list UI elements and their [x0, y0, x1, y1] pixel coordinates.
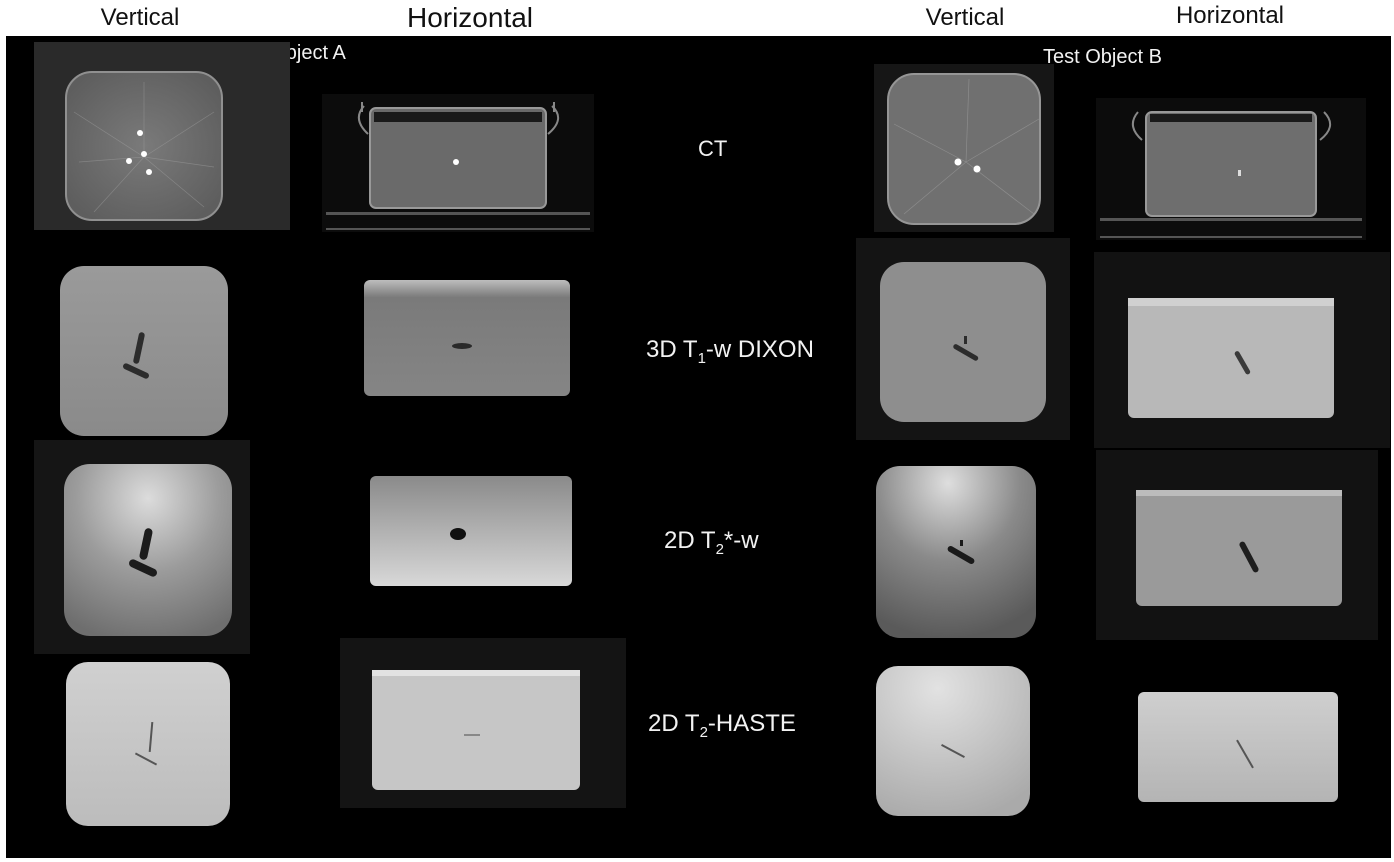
haste-a-horizontal-image	[340, 638, 626, 808]
modality-t2star-label: 2D T2*-w	[664, 527, 759, 558]
header-b-horizontal-text: Horizontal	[1175, 2, 1285, 29]
haste-b-vertical-image	[874, 664, 1032, 818]
t2star-b-vertical-image	[872, 464, 1040, 640]
test-object-b-label: Test Object B	[1043, 46, 1162, 68]
t2star-a-vertical-image	[34, 440, 250, 654]
t1-subscript: 1	[697, 349, 706, 367]
t2star-a-horizontal-image	[366, 472, 576, 590]
t1-suffix: -w DIXON	[705, 336, 814, 363]
haste-a-vertical-image	[64, 660, 232, 828]
ct-b-horizontal-image	[1096, 98, 1366, 240]
t2star-prefix: 2D T	[664, 527, 716, 554]
modality-ct-label: CT	[698, 136, 728, 161]
t2star-b-horizontal-image	[1096, 450, 1378, 640]
ct-a-vertical-image	[34, 42, 290, 230]
header-b-horizontal: Horizontal	[1140, 0, 1320, 34]
haste-prefix: 2D T	[648, 710, 700, 737]
t1-b-horizontal-image	[1094, 252, 1390, 448]
t1-b-vertical-image	[856, 238, 1070, 440]
haste-suffix: -HASTE	[707, 710, 796, 737]
header-a-vertical-text: Vertical	[100, 4, 180, 31]
haste-b-horizontal-image	[1136, 690, 1340, 804]
t1-a-horizontal-image	[362, 274, 572, 398]
haste-subscript: 2	[699, 723, 708, 741]
header-a-horizontal-text: Horizontal	[406, 2, 534, 33]
header-a-horizontal: Horizontal	[370, 0, 570, 36]
header-b-vertical: Vertical	[885, 0, 1045, 36]
t2star-suffix: *-w	[723, 527, 759, 554]
t1-a-vertical-image	[58, 264, 230, 438]
t1-prefix: 3D T	[646, 336, 698, 363]
modality-t1-label: 3D T1-w DIXON	[646, 336, 814, 367]
header-b-vertical-text: Vertical	[925, 4, 1005, 31]
figure-panel: Test Object A Test Object B CT 3D T1-w D…	[6, 36, 1391, 858]
modality-haste-label: 2D T2-HASTE	[648, 710, 796, 741]
ct-a-horizontal-image	[322, 94, 594, 232]
ct-b-vertical-image	[874, 64, 1054, 232]
t2star-subscript: 2	[715, 540, 724, 558]
header-a-vertical: Vertical	[60, 0, 220, 36]
